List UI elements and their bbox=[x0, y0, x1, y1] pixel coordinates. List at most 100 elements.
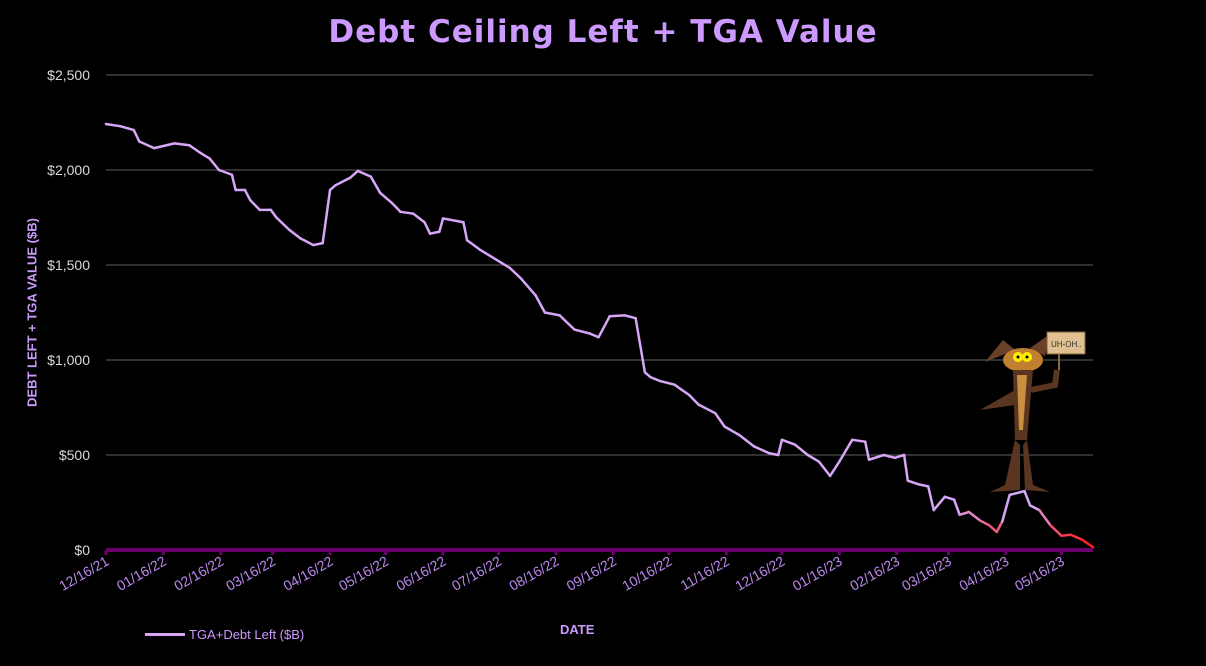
line-segment bbox=[817, 460, 832, 478]
line-segment bbox=[217, 168, 234, 176]
y-tick-label: $0 bbox=[74, 542, 90, 558]
line-segment bbox=[838, 438, 854, 463]
x-tick-label: 06/16/22 bbox=[393, 553, 448, 594]
line-segment bbox=[428, 230, 441, 235]
line-segment bbox=[104, 122, 123, 128]
line-segment bbox=[932, 495, 947, 512]
y-tick-label: $2,000 bbox=[47, 162, 90, 178]
y-axis-title: DEBT LEFT + TGA VALUE ($B) bbox=[24, 218, 40, 407]
line-segment bbox=[349, 169, 360, 179]
y-tick-label: $1,500 bbox=[47, 257, 90, 273]
line-segment bbox=[793, 443, 810, 457]
x-tick-label: 05/16/23 bbox=[1012, 553, 1067, 594]
line-segment bbox=[863, 440, 871, 461]
line-segment bbox=[249, 199, 261, 212]
x-tick-label: 12/16/22 bbox=[732, 553, 787, 594]
x-tick-label: 03/16/22 bbox=[223, 553, 278, 594]
line-segment bbox=[597, 315, 611, 339]
line-segment bbox=[573, 328, 591, 335]
line-segment bbox=[673, 383, 691, 397]
line-segment bbox=[208, 157, 221, 172]
line-segment bbox=[943, 495, 956, 501]
line-segment bbox=[199, 151, 211, 160]
line-segment bbox=[952, 498, 961, 517]
line-segment bbox=[738, 433, 756, 448]
line-segment bbox=[119, 125, 136, 132]
line-segment bbox=[378, 191, 393, 204]
line-segment bbox=[288, 228, 302, 240]
line-segment bbox=[767, 451, 780, 457]
line-segment bbox=[543, 311, 561, 317]
line-segment bbox=[926, 485, 935, 512]
line-segment bbox=[465, 239, 482, 252]
line-segment bbox=[658, 379, 676, 386]
x-tick-label: 03/16/23 bbox=[899, 553, 954, 594]
line-segment bbox=[893, 453, 906, 460]
line-segment bbox=[1038, 508, 1052, 527]
line-segment bbox=[1008, 489, 1026, 497]
line-segment bbox=[356, 169, 373, 178]
line-segment bbox=[906, 479, 921, 486]
line-segment bbox=[1069, 533, 1084, 541]
line-segment bbox=[438, 217, 445, 233]
line-segment bbox=[828, 460, 841, 478]
line-segment bbox=[441, 217, 465, 224]
line-segment bbox=[138, 140, 156, 150]
x-tick-label: 11/16/22 bbox=[678, 553, 732, 594]
x-tick-label: 12/16/21 bbox=[56, 553, 111, 594]
line-segment bbox=[558, 314, 576, 331]
line-segment bbox=[478, 248, 502, 264]
x-tick-label: 09/16/22 bbox=[564, 553, 619, 594]
line-segment bbox=[1049, 524, 1063, 537]
line-segment bbox=[713, 411, 726, 428]
x-axis bbox=[104, 548, 1093, 555]
line-segment bbox=[902, 453, 910, 482]
x-tick-label: 02/16/22 bbox=[171, 553, 226, 594]
line-segment bbox=[152, 142, 176, 150]
x-tick-label: 04/16/23 bbox=[956, 553, 1011, 594]
line-segment bbox=[1023, 489, 1032, 507]
line-segment bbox=[1060, 533, 1073, 537]
line-segment bbox=[534, 294, 547, 314]
line-segment bbox=[399, 210, 415, 215]
line-segment bbox=[867, 453, 885, 461]
line-segment bbox=[780, 438, 797, 446]
chart-title: Debt Ceiling Left + TGA Value bbox=[328, 14, 878, 50]
line-segment bbox=[243, 188, 252, 202]
y-tick-label: $1,000 bbox=[47, 352, 90, 368]
legend-label: TGA+Debt Left ($B) bbox=[189, 627, 305, 642]
line-segment bbox=[608, 314, 626, 318]
line-segment bbox=[882, 453, 897, 460]
line-segment bbox=[806, 453, 821, 463]
line-segment bbox=[188, 144, 202, 155]
line-segment bbox=[499, 260, 511, 270]
line-segment bbox=[978, 519, 991, 527]
line-segment bbox=[967, 510, 982, 522]
line-segment bbox=[1080, 538, 1095, 549]
line-segment bbox=[688, 393, 700, 406]
x-tick-label: 08/16/22 bbox=[506, 553, 561, 594]
line-segment bbox=[917, 483, 930, 488]
svg-text:UH-OH..: UH-OH.. bbox=[1051, 340, 1082, 349]
line-segment bbox=[462, 221, 469, 242]
line-segment bbox=[697, 403, 717, 415]
line-segment bbox=[299, 237, 315, 247]
x-tick-label: 01/16/22 bbox=[114, 553, 169, 594]
line-segment bbox=[958, 510, 971, 517]
line-segment bbox=[634, 316, 647, 374]
line-segment bbox=[588, 332, 600, 339]
line-segment bbox=[312, 241, 324, 247]
line-segment bbox=[132, 128, 141, 143]
line-segment bbox=[1028, 504, 1041, 512]
line-segment bbox=[752, 445, 771, 455]
y-tick-label: $500 bbox=[59, 447, 90, 463]
x-tick-label: 10/16/22 bbox=[619, 553, 674, 594]
line-segment bbox=[851, 438, 867, 443]
x-tick-label: 01/16/23 bbox=[790, 553, 845, 594]
coyote-image: UH-OH.. bbox=[980, 331, 1086, 492]
line-segment bbox=[723, 425, 741, 437]
y-axis-labels: $0 $500 $1,000 $1,500 $2,000 $2,500 bbox=[47, 67, 90, 558]
series-line bbox=[104, 122, 1095, 549]
x-tick-label: 02/16/23 bbox=[847, 553, 902, 594]
